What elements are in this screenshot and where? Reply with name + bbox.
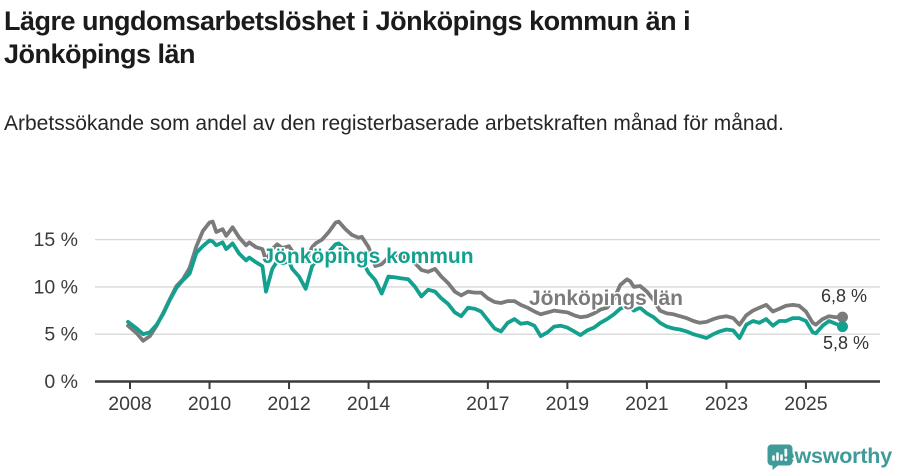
x-tick-label: 2019 bbox=[546, 393, 589, 415]
newsworthy-logo[interactable]: Newsworthy bbox=[767, 444, 892, 470]
x-tick-label: 2012 bbox=[267, 393, 310, 415]
end-dot-kommun bbox=[836, 321, 848, 333]
y-tick-label: 5 % bbox=[44, 324, 78, 346]
y-tick-label: 10 % bbox=[34, 276, 78, 298]
x-tick-label: 2025 bbox=[784, 393, 828, 415]
series-label-lan: Jönköpings län bbox=[529, 287, 683, 310]
page-subtitle: Arbetssökande som andel av den registerb… bbox=[4, 112, 784, 135]
x-tick-label: 2017 bbox=[466, 393, 509, 415]
series-line-lan bbox=[126, 219, 845, 343]
end-dot-lan bbox=[836, 311, 848, 323]
page-title: Lägre ungdomsarbetslöshet i Jönköpings k… bbox=[4, 6, 691, 69]
series-line-kommun bbox=[126, 238, 845, 340]
y-tick-label: 0 % bbox=[44, 371, 78, 393]
chart-generated: 2008 2010 2012 2014 2017 2019 2021 2023 2025 0 % 5… bbox=[34, 219, 880, 415]
x-tick-label: 2021 bbox=[625, 393, 668, 415]
speech-bubble-bar-chart-icon bbox=[767, 444, 793, 470]
end-value-label-lan: 6,8 % bbox=[821, 286, 867, 306]
x-tick-label: 2014 bbox=[347, 393, 391, 415]
x-tick-label: 2008 bbox=[108, 393, 151, 415]
x-tick-label: 2023 bbox=[705, 393, 748, 415]
end-value-label-kommun: 5,8 % bbox=[823, 333, 869, 353]
series-label-kommun: Jönköpings kommun bbox=[262, 245, 473, 268]
x-tick-label: 2010 bbox=[188, 393, 232, 415]
y-tick-label: 15 % bbox=[34, 229, 78, 251]
